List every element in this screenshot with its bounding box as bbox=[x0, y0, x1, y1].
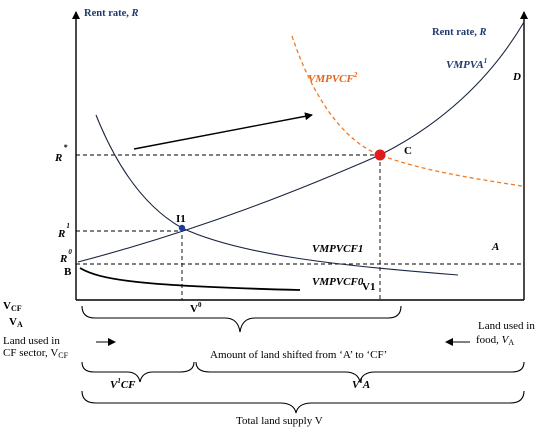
right-axis-label: Rent rate, R bbox=[432, 27, 487, 38]
vmpvcf2-curve bbox=[291, 35, 523, 187]
left-axis-label: Rent rate, R bbox=[84, 8, 139, 19]
vcf-label: VCF bbox=[3, 300, 22, 313]
v1a-brace bbox=[195, 361, 525, 383]
reference-lines bbox=[76, 154, 524, 300]
amount-shifted-brace bbox=[81, 305, 402, 333]
land-cf-line1: Land used in bbox=[3, 335, 60, 347]
v1cf-brace bbox=[81, 361, 195, 383]
total-land-brace bbox=[81, 390, 525, 414]
v1-label: V1 bbox=[362, 281, 375, 293]
rstar-label: R* bbox=[54, 143, 68, 164]
land-cf-line2: CF sector, VCF bbox=[3, 347, 69, 360]
vmpva1-curve bbox=[77, 21, 525, 263]
a-label: A bbox=[491, 241, 499, 253]
vmpvcf1-label: VMPVCF1 bbox=[312, 243, 363, 255]
point-i1 bbox=[178, 224, 186, 232]
d-label: D bbox=[512, 71, 521, 83]
vmpvcf2-label: VMPVCF2 bbox=[308, 71, 358, 85]
point-c bbox=[374, 149, 386, 161]
v1a-label: V1A bbox=[352, 377, 370, 391]
vmpva1-label: VMPVA1 bbox=[446, 57, 487, 71]
land-food-line1: Land used in bbox=[478, 320, 535, 332]
vmpvcf0-curve bbox=[79, 267, 301, 291]
b-label: B bbox=[64, 266, 72, 278]
vmpvcf0-label: VMPVCF0 bbox=[312, 276, 364, 288]
vmpvcf1-curve bbox=[95, 114, 459, 276]
amount-shifted-label: Amount of land shifted from ‘A’ to ‘CF’ bbox=[210, 349, 387, 361]
va-label: VA bbox=[9, 316, 23, 329]
i1-label: I1 bbox=[176, 213, 186, 225]
land-food-line2: food, VA bbox=[476, 334, 514, 347]
r0-label: R0 bbox=[59, 248, 72, 265]
c-label: C bbox=[404, 145, 412, 157]
v0-label: V0 bbox=[190, 301, 202, 315]
total-land-label: Total land supply V bbox=[236, 415, 323, 427]
v1cf-label: V1CF bbox=[110, 377, 136, 391]
r1-label: R1 bbox=[57, 222, 70, 240]
shift-arrow bbox=[133, 112, 313, 150]
